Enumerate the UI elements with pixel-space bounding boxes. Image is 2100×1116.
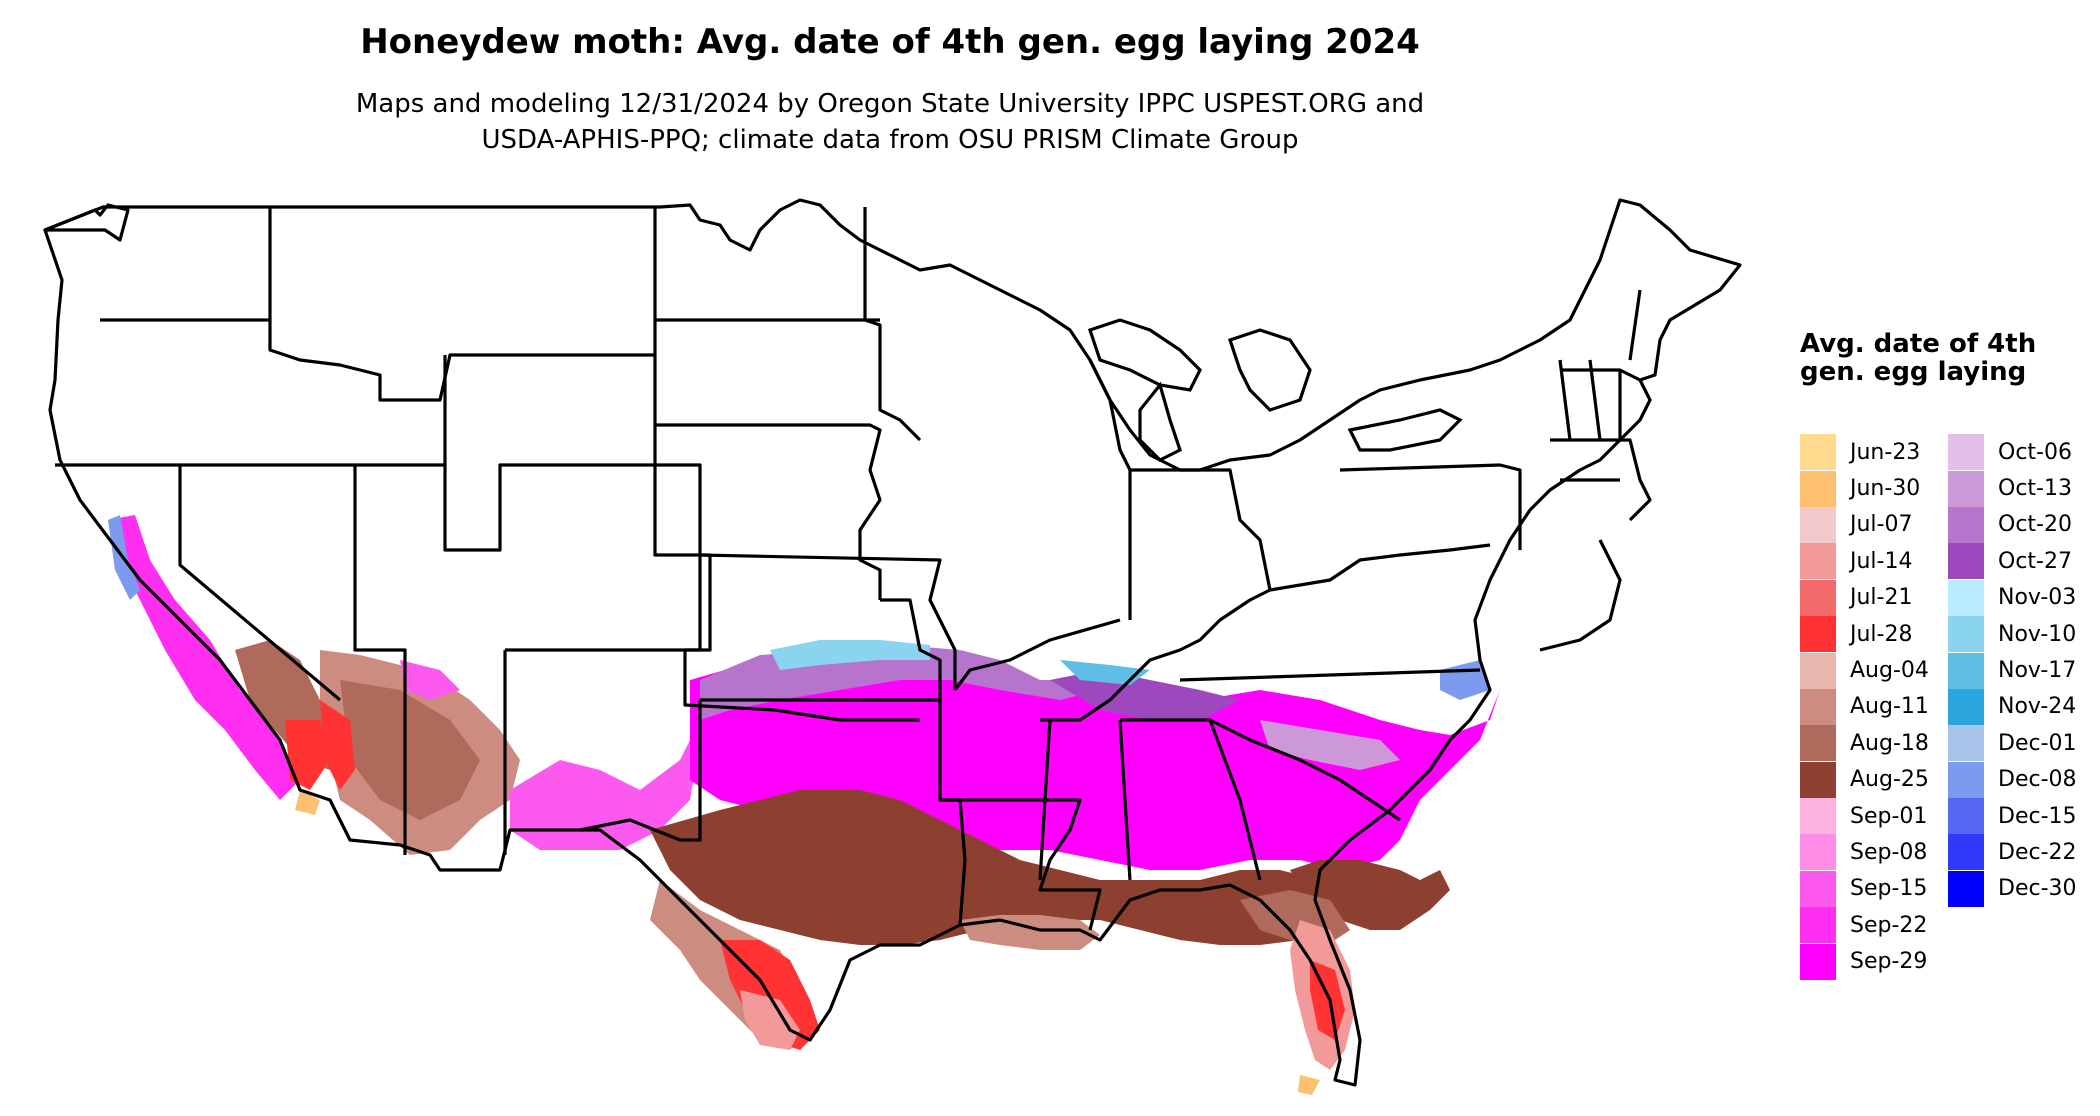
legend-entry: Aug-11 (1800, 688, 1929, 725)
legend-entry: Jul-07 (1800, 506, 1929, 543)
legend-label: Nov-03 (1998, 585, 2077, 611)
legend-label: Sep-08 (1850, 839, 1928, 865)
legend-swatch (1948, 688, 1984, 725)
legend-swatch (1948, 543, 1984, 580)
legend-label: Jul-21 (1850, 585, 1913, 611)
legend-label: Jul-28 (1850, 621, 1913, 647)
legend-swatch (1800, 506, 1836, 543)
legend-swatch (1800, 652, 1836, 689)
legend-entry: Sep-08 (1800, 834, 1929, 871)
legend-swatch (1800, 907, 1836, 944)
legend-swatch (1948, 616, 1984, 653)
legend-entry: Dec-22 (1948, 834, 2077, 871)
legend-entry: Dec-15 (1948, 798, 2077, 835)
legend-entry: Sep-01 (1800, 798, 1929, 835)
forecast-zones (108, 515, 1500, 1095)
legend-label: Jul-07 (1850, 512, 1913, 538)
legend-label: Aug-04 (1850, 658, 1929, 684)
legend-entry: Aug-25 (1800, 761, 1929, 798)
legend-label: Dec-30 (1998, 876, 2077, 902)
legend-entry: Dec-01 (1948, 725, 2077, 762)
legend-label: Nov-24 (1998, 694, 2077, 720)
legend-swatch (1948, 506, 1984, 543)
legend-swatch (1948, 798, 1984, 835)
legend-label: Dec-01 (1998, 730, 2077, 756)
legend-swatch (1948, 870, 1984, 907)
legend-label: Aug-11 (1850, 694, 1929, 720)
map-title: Honeydew moth: Avg. date of 4th gen. egg… (360, 22, 1420, 62)
legend-swatch (1800, 798, 1836, 835)
legend-label: Dec-15 (1998, 803, 2077, 829)
legend-label: Nov-17 (1998, 658, 2077, 684)
legend-label: Dec-08 (1998, 767, 2077, 793)
legend-swatch (1800, 470, 1836, 507)
legend-column-1: Jun-23 Jun-30 Jul-07 Jul-14 Jul-21 Jul-28 Aug-… (1800, 434, 1929, 980)
legend: Avg. date of 4th gen. egg laying Jun-23 J… (1800, 329, 2077, 980)
legend-column-2: Oct-06 Oct-13 Oct-20 Oct-27 Nov-03 Nov-10 Nov-… (1948, 434, 2077, 907)
legend-swatch (1800, 579, 1836, 616)
legend-swatch (1800, 434, 1836, 471)
legend-entry: Oct-13 (1948, 470, 2077, 507)
legend-swatch (1948, 470, 1984, 507)
legend-swatch (1948, 579, 1984, 616)
legend-entry: Jul-21 (1800, 579, 1929, 616)
subtitle-line-2: USDA-APHIS-PPQ; climate data from OSU PR… (481, 125, 1299, 155)
legend-swatch (1948, 725, 1984, 762)
legend-swatch (1800, 688, 1836, 725)
legend-swatch (1800, 943, 1836, 980)
legend-label: Oct-13 (1998, 476, 2072, 502)
map-subtitle: Maps and modeling 12/31/2024 by Oregon S… (0, 86, 1780, 158)
legend-label: Oct-20 (1998, 512, 2072, 538)
legend-entry: Jun-23 (1800, 434, 1929, 471)
legend-swatch (1948, 434, 1984, 471)
legend-entry: Aug-04 (1800, 652, 1929, 689)
legend-label: Jun-30 (1850, 476, 1921, 502)
legend-entry: Nov-17 (1948, 652, 2077, 689)
legend-entry: Oct-20 (1948, 506, 2077, 543)
legend-label: Jul-14 (1850, 548, 1913, 574)
great-lakes (1087, 318, 1463, 462)
legend-entry: Sep-15 (1800, 870, 1929, 907)
legend-entry: Sep-22 (1800, 907, 1929, 944)
legend-swatch (1800, 870, 1836, 907)
subtitle-line-1: Maps and modeling 12/31/2024 by Oregon S… (355, 89, 1425, 119)
legend-entry: Nov-24 (1948, 688, 2077, 725)
legend-entry: Sep-29 (1800, 943, 1929, 980)
legend-label: Sep-22 (1850, 912, 1928, 938)
legend-swatch (1800, 543, 1836, 580)
legend-label: Aug-18 (1850, 730, 1929, 756)
state-borders (43, 198, 1742, 1087)
legend-entry: Aug-18 (1800, 725, 1929, 762)
legend-swatch (1948, 834, 1984, 871)
legend-label: Dec-22 (1998, 839, 2077, 865)
legend-label: Sep-29 (1850, 949, 1928, 975)
legend-entry: Jun-30 (1800, 470, 1929, 507)
legend-label: Oct-27 (1998, 548, 2072, 574)
legend-swatch (1800, 616, 1836, 653)
legend-entry: Dec-08 (1948, 761, 2077, 798)
legend-entry: Jul-14 (1800, 543, 1929, 580)
legend-entry: Oct-06 (1948, 434, 2077, 471)
legend-entry: Jul-28 (1800, 616, 1929, 653)
legend-entry: Nov-10 (1948, 616, 2077, 653)
legend-swatch (1800, 834, 1836, 871)
legend-swatch (1948, 652, 1984, 689)
legend-swatch (1948, 761, 1984, 798)
legend-swatch (1800, 761, 1836, 798)
legend-entry: Dec-30 (1948, 870, 2077, 907)
legend-label: Aug-25 (1850, 767, 1929, 793)
legend-swatch (1800, 725, 1836, 762)
legend-label: Oct-06 (1998, 439, 2072, 465)
legend-label: Nov-10 (1998, 621, 2077, 647)
legend-entry: Oct-27 (1948, 543, 2077, 580)
legend-label: Sep-01 (1850, 803, 1928, 829)
legend-label: Sep-15 (1850, 876, 1928, 902)
legend-label: Jun-23 (1850, 439, 1921, 465)
legend-entry: Nov-03 (1948, 579, 2077, 616)
legend-title: Avg. date of 4th gen. egg laying (1800, 329, 2037, 387)
